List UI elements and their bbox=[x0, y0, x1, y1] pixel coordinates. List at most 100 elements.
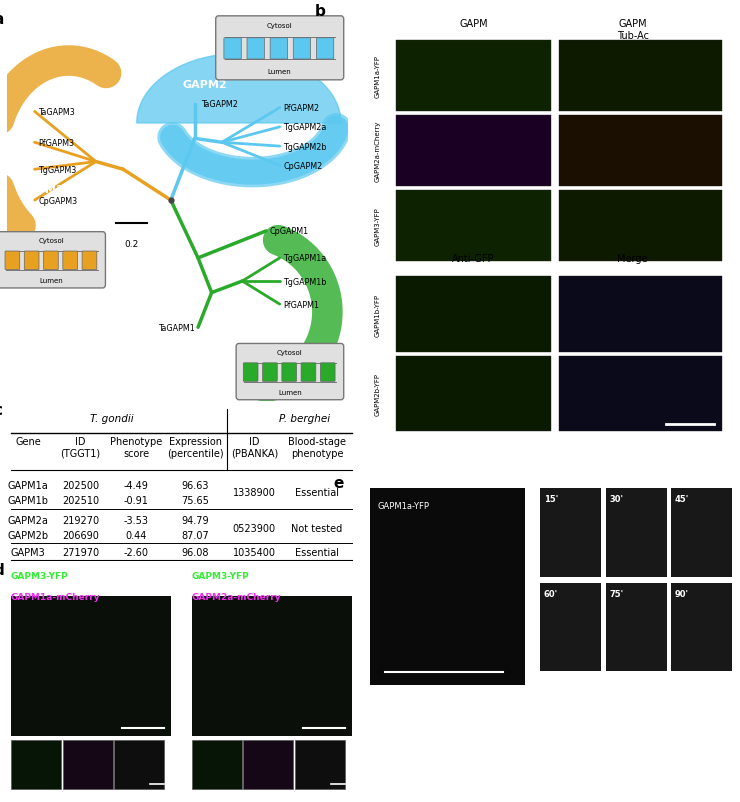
Text: GAPM3: GAPM3 bbox=[11, 547, 46, 557]
Text: CpGAPM2: CpGAPM2 bbox=[283, 162, 323, 171]
FancyBboxPatch shape bbox=[224, 38, 241, 60]
Text: 75.65: 75.65 bbox=[181, 496, 209, 505]
Text: PfGAPM3: PfGAPM3 bbox=[38, 139, 74, 148]
Text: PfGAPM2: PfGAPM2 bbox=[283, 104, 319, 113]
FancyBboxPatch shape bbox=[82, 252, 97, 270]
Text: TaGAPM2: TaGAPM2 bbox=[201, 100, 238, 109]
Text: ID
(PBANKA): ID (PBANKA) bbox=[231, 436, 278, 458]
Text: 15': 15' bbox=[544, 495, 558, 504]
FancyBboxPatch shape bbox=[270, 38, 288, 60]
FancyBboxPatch shape bbox=[24, 252, 39, 270]
Bar bbox=[396, 356, 551, 431]
Text: GAPM2a: GAPM2a bbox=[8, 515, 49, 525]
Bar bbox=[540, 583, 602, 671]
Text: Essential: Essential bbox=[295, 547, 339, 557]
Bar bbox=[192, 740, 242, 789]
Text: GAPM1b: GAPM1b bbox=[7, 496, 49, 505]
Text: TgGAPM1a: TgGAPM1a bbox=[283, 254, 326, 263]
Text: b: b bbox=[314, 4, 326, 18]
FancyBboxPatch shape bbox=[243, 363, 258, 382]
Bar bbox=[559, 41, 722, 111]
Text: GAPM2b-YFP: GAPM2b-YFP bbox=[374, 372, 380, 415]
Text: Expression
(percentile): Expression (percentile) bbox=[167, 436, 223, 458]
FancyBboxPatch shape bbox=[63, 252, 78, 270]
Text: 96.08: 96.08 bbox=[181, 547, 209, 557]
Bar bbox=[559, 277, 722, 352]
Text: GAPM3-YFP: GAPM3-YFP bbox=[192, 572, 249, 581]
FancyBboxPatch shape bbox=[0, 233, 105, 289]
Text: GAPM1a-YFP: GAPM1a-YFP bbox=[377, 501, 429, 510]
Text: Merge: Merge bbox=[617, 254, 648, 264]
Bar bbox=[559, 356, 722, 431]
Bar bbox=[606, 488, 667, 577]
Text: Cytosol: Cytosol bbox=[277, 349, 303, 355]
Text: 96.63: 96.63 bbox=[181, 480, 209, 490]
FancyBboxPatch shape bbox=[320, 363, 335, 382]
Text: TaGAPM3: TaGAPM3 bbox=[38, 107, 75, 117]
Text: -2.60: -2.60 bbox=[124, 547, 149, 557]
Bar bbox=[11, 597, 171, 735]
Text: 94.79: 94.79 bbox=[181, 515, 209, 525]
Text: GAPM3: GAPM3 bbox=[19, 184, 64, 194]
Bar bbox=[370, 488, 525, 686]
Bar bbox=[671, 583, 733, 671]
Text: Lumen: Lumen bbox=[278, 389, 302, 395]
Text: 219270: 219270 bbox=[62, 515, 99, 525]
Text: Lumen: Lumen bbox=[268, 69, 292, 75]
Text: Lumen: Lumen bbox=[40, 277, 64, 283]
Text: Gene: Gene bbox=[16, 436, 41, 447]
Text: e: e bbox=[333, 475, 343, 490]
Text: c: c bbox=[0, 403, 2, 418]
Text: TgGAPM2b: TgGAPM2b bbox=[283, 143, 326, 152]
Text: CpGAPM1: CpGAPM1 bbox=[269, 227, 309, 236]
Bar bbox=[192, 597, 352, 735]
FancyBboxPatch shape bbox=[301, 363, 316, 382]
Text: 0.2: 0.2 bbox=[124, 239, 139, 249]
Text: 75': 75' bbox=[610, 589, 624, 598]
Text: 206690: 206690 bbox=[62, 530, 99, 541]
Text: GAPM1a: GAPM1a bbox=[8, 480, 49, 490]
Bar bbox=[396, 191, 551, 261]
Text: GAPM2a-mCherry: GAPM2a-mCherry bbox=[192, 592, 281, 601]
Text: 202510: 202510 bbox=[62, 496, 99, 505]
Bar bbox=[396, 41, 551, 111]
Text: -4.49: -4.49 bbox=[124, 480, 149, 490]
Text: a: a bbox=[0, 12, 4, 27]
Text: TgGAPM1b: TgGAPM1b bbox=[283, 277, 326, 286]
Bar bbox=[115, 740, 164, 789]
Text: 0.44: 0.44 bbox=[125, 530, 147, 541]
Text: TgGAPM2a: TgGAPM2a bbox=[283, 124, 326, 132]
FancyBboxPatch shape bbox=[293, 38, 311, 60]
Text: GAPM1a-YFP: GAPM1a-YFP bbox=[374, 55, 380, 98]
Text: 0523900: 0523900 bbox=[233, 523, 276, 533]
Text: Cytosol: Cytosol bbox=[38, 237, 64, 244]
Text: Blood-stage
phenotype: Blood-stage phenotype bbox=[288, 436, 346, 458]
Text: GAPM2a-mCherry: GAPM2a-mCherry bbox=[374, 121, 380, 182]
Text: 1035400: 1035400 bbox=[233, 547, 276, 557]
Text: GAPM3-YFP: GAPM3-YFP bbox=[374, 207, 380, 245]
Text: 30': 30' bbox=[610, 495, 623, 504]
Text: 87.07: 87.07 bbox=[181, 530, 209, 541]
Bar bbox=[11, 740, 61, 789]
Bar bbox=[243, 740, 294, 789]
Bar bbox=[396, 277, 551, 352]
Text: Anti-GFP: Anti-GFP bbox=[452, 254, 495, 264]
Text: 60': 60' bbox=[544, 589, 558, 598]
FancyBboxPatch shape bbox=[263, 363, 278, 382]
Text: GAPM2: GAPM2 bbox=[183, 80, 227, 91]
Text: GAPM1b-YFP: GAPM1b-YFP bbox=[374, 293, 380, 336]
FancyBboxPatch shape bbox=[216, 17, 343, 81]
Bar bbox=[396, 116, 551, 187]
Text: PfGAPM1: PfGAPM1 bbox=[283, 300, 319, 310]
Text: GAPM1: GAPM1 bbox=[258, 342, 302, 352]
Text: 271970: 271970 bbox=[62, 547, 99, 557]
Bar bbox=[540, 488, 602, 577]
Text: GAPM: GAPM bbox=[460, 19, 488, 29]
Text: 1338900: 1338900 bbox=[233, 488, 276, 498]
Polygon shape bbox=[137, 55, 341, 124]
Text: GAPM3-YFP: GAPM3-YFP bbox=[11, 572, 69, 581]
Text: ID
(TGGT1): ID (TGGT1) bbox=[61, 436, 101, 458]
Text: -0.91: -0.91 bbox=[124, 496, 149, 505]
Text: 45': 45' bbox=[675, 495, 689, 504]
Text: Cytosol: Cytosol bbox=[267, 22, 292, 29]
